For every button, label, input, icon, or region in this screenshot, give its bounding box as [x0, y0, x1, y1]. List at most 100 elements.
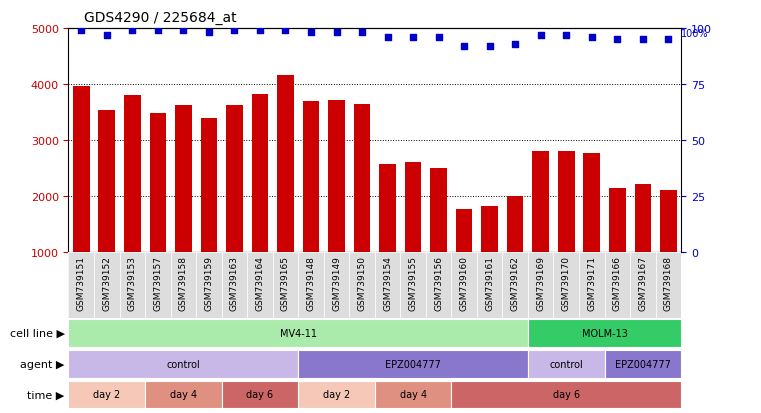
Bar [507, 197, 524, 308]
Bar [655, 252, 681, 318]
Bar [175, 105, 192, 308]
Text: day 2: day 2 [323, 389, 350, 399]
Text: GSM739154: GSM739154 [383, 255, 392, 310]
Point [305, 30, 317, 37]
Bar [201, 119, 217, 308]
Bar [553, 252, 579, 318]
Bar [375, 381, 451, 408]
Text: GSM739151: GSM739151 [77, 255, 86, 310]
Bar [533, 152, 549, 308]
Bar [247, 252, 272, 318]
Bar [252, 95, 268, 308]
Point [356, 30, 368, 37]
Text: GSM739166: GSM739166 [613, 255, 622, 310]
Point [279, 28, 291, 34]
Text: GSM739152: GSM739152 [102, 255, 111, 310]
Text: GSM739171: GSM739171 [587, 255, 597, 310]
Point [560, 32, 572, 39]
Bar [98, 111, 115, 308]
Bar [604, 350, 681, 377]
Bar [451, 381, 681, 408]
Text: GDS4290 / 225684_at: GDS4290 / 225684_at [84, 11, 237, 25]
Point [228, 28, 240, 34]
Bar [635, 185, 651, 308]
Point [381, 35, 393, 41]
Bar [145, 381, 221, 408]
Bar [405, 163, 422, 308]
Bar [451, 252, 477, 318]
Text: agent ▶: agent ▶ [21, 359, 65, 369]
Bar [196, 252, 221, 318]
Bar [272, 252, 298, 318]
Bar [221, 252, 247, 318]
Text: GSM739153: GSM739153 [128, 255, 137, 310]
Point [586, 35, 598, 41]
Text: EPZ004777: EPZ004777 [385, 359, 441, 369]
Text: GSM739160: GSM739160 [460, 255, 469, 310]
Text: day 4: day 4 [170, 389, 197, 399]
Point [100, 32, 113, 39]
Text: day 6: day 6 [552, 389, 580, 399]
Point [407, 35, 419, 41]
Point [458, 43, 470, 50]
Text: cell line ▶: cell line ▶ [10, 328, 65, 338]
Text: GSM739157: GSM739157 [153, 255, 162, 310]
Bar [604, 252, 630, 318]
Bar [298, 350, 528, 377]
Point [509, 41, 521, 48]
Point [611, 37, 623, 43]
Text: GSM739159: GSM739159 [205, 255, 213, 310]
Bar [477, 252, 502, 318]
Bar [68, 350, 298, 377]
Bar [68, 320, 528, 347]
Bar [630, 252, 655, 318]
Bar [221, 381, 298, 408]
Bar [528, 350, 604, 377]
Text: GSM739169: GSM739169 [537, 255, 545, 310]
Bar [145, 252, 170, 318]
Bar [558, 152, 575, 308]
Text: GSM739163: GSM739163 [230, 255, 239, 310]
Bar [170, 252, 196, 318]
Point [330, 30, 342, 37]
Bar [482, 207, 498, 308]
Point [151, 28, 164, 34]
Text: time ▶: time ▶ [27, 389, 65, 399]
Text: GSM739158: GSM739158 [179, 255, 188, 310]
Bar [528, 320, 681, 347]
Bar [94, 252, 119, 318]
Text: GSM739168: GSM739168 [664, 255, 673, 310]
Text: GSM739170: GSM739170 [562, 255, 571, 310]
Bar [375, 252, 400, 318]
Bar [149, 114, 166, 308]
Text: day 6: day 6 [247, 389, 273, 399]
Point [637, 37, 649, 43]
Bar [349, 252, 375, 318]
Bar [426, 252, 451, 318]
Bar [354, 105, 371, 308]
Bar [119, 252, 145, 318]
Text: EPZ004777: EPZ004777 [615, 359, 670, 369]
Point [535, 32, 547, 39]
Bar [456, 209, 473, 308]
Point [254, 28, 266, 34]
Bar [660, 191, 677, 308]
Bar [584, 154, 600, 308]
Text: GSM739148: GSM739148 [307, 255, 316, 310]
Text: MOLM-13: MOLM-13 [581, 328, 628, 338]
Bar [226, 105, 243, 308]
Text: GSM739165: GSM739165 [281, 255, 290, 310]
Text: MV4-11: MV4-11 [280, 328, 317, 338]
Bar [68, 381, 145, 408]
Point [126, 28, 139, 34]
Bar [528, 252, 553, 318]
Bar [430, 169, 447, 308]
Text: GSM739167: GSM739167 [638, 255, 648, 310]
Text: GSM739149: GSM739149 [332, 255, 341, 310]
Text: GSM739161: GSM739161 [486, 255, 494, 310]
Point [177, 28, 189, 34]
Bar [379, 165, 396, 308]
Text: control: control [167, 359, 200, 369]
Point [483, 43, 495, 50]
Bar [298, 381, 374, 408]
